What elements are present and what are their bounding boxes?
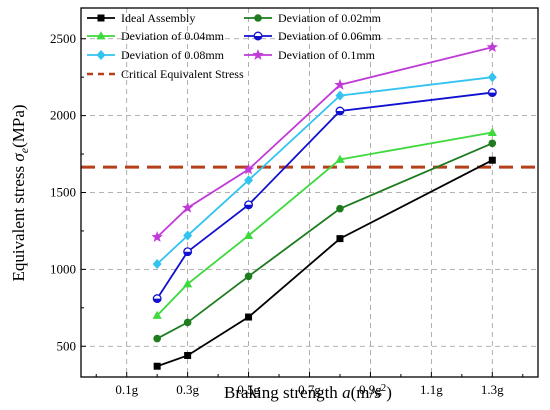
data-point <box>183 318 192 327</box>
data-point <box>183 230 193 241</box>
legend-item: Critical Equivalent Stress <box>87 67 244 81</box>
y-axis-title-symbol: σ <box>9 153 28 162</box>
data-point <box>335 106 345 116</box>
axis-ticks: 0.1g 0.3g 0.5g 0.7g 0.9g 1.1g 1.3g 500 1000 1500 2… <box>50 31 524 397</box>
legend-marker <box>252 49 264 60</box>
data-point <box>488 139 497 148</box>
x-tick-label: 0.1g <box>115 382 138 397</box>
data-point <box>181 201 194 213</box>
data-point <box>152 294 162 304</box>
data-point <box>336 235 344 243</box>
x-tick-label: 0.9g <box>359 382 382 397</box>
marker-fill <box>488 92 497 97</box>
series-5 <box>151 41 499 242</box>
x-tick-label: 1.1g <box>420 382 443 397</box>
legend-label: Deviation of 0.02mm <box>278 11 382 25</box>
y-axis-title: Equivalent stress σe(MPa) <box>9 104 31 281</box>
data-point <box>487 127 497 136</box>
y-tick-label: 1500 <box>50 185 76 200</box>
legend-item: Deviation of 0.08mm <box>87 48 225 62</box>
legend-item: Deviation of 0.06mm <box>244 29 382 43</box>
x-axis-title-unit-superscript: 2 <box>381 382 387 394</box>
legend-label: Deviation of 0.08mm <box>121 48 225 62</box>
legend: Ideal Assembly Deviation of 0.02mm Deviati… <box>87 11 382 81</box>
data-point <box>487 72 497 83</box>
x-axis-title-unit: (m/s <box>351 383 381 402</box>
series-3 <box>152 88 497 304</box>
data-point <box>184 351 192 359</box>
data-point <box>244 200 254 210</box>
x-axis-title-symbol: a <box>342 383 351 402</box>
data-point <box>183 247 193 257</box>
legend-marker <box>253 31 263 41</box>
data-point <box>334 78 346 90</box>
legend-marker <box>96 31 106 40</box>
x-tick-label: 0.7g <box>298 382 321 397</box>
data-point <box>243 230 254 239</box>
marker-fill <box>183 251 192 256</box>
y-tick-label: 500 <box>57 338 77 353</box>
legend-label: Deviation of 0.1mm <box>278 48 376 62</box>
data-point <box>244 272 253 281</box>
marker-fill <box>153 298 161 303</box>
data-point <box>183 279 193 288</box>
y-tick-label: 2500 <box>50 31 76 46</box>
series-0 <box>153 156 496 370</box>
data-point <box>336 204 344 213</box>
data-point <box>335 90 345 101</box>
series-2 <box>152 127 497 319</box>
y-axis-title-prefix: Equivalent stress <box>9 162 28 282</box>
grid-lines <box>81 8 538 377</box>
x-tick-label: 1.3g <box>481 382 504 397</box>
data-point <box>244 175 254 186</box>
data-point <box>245 313 253 321</box>
legend-item: Deviation of 0.04mm <box>87 29 225 43</box>
data-point <box>488 156 496 164</box>
legend-label: Critical Equivalent Stress <box>121 67 244 81</box>
data-point <box>153 362 161 370</box>
marker-fill <box>254 36 262 40</box>
y-axis-title-subscript: e <box>17 147 31 153</box>
y-tick-label: 2000 <box>50 108 76 123</box>
data-point <box>152 258 162 269</box>
data-point <box>153 334 161 343</box>
x-tick-label: 0.3g <box>176 382 199 397</box>
series-4 <box>152 72 497 269</box>
legend-marker <box>254 14 262 22</box>
y-tick-label: 1000 <box>50 261 76 276</box>
series-1 <box>153 139 497 343</box>
legend-label: Deviation of 0.06mm <box>278 29 382 43</box>
legend-label: Ideal Assembly <box>121 11 195 25</box>
x-tick-label: 0.5g <box>237 382 260 397</box>
data-point <box>242 163 255 175</box>
data-point <box>152 310 162 319</box>
legend-item: Deviation of 0.1mm <box>244 48 376 62</box>
legend-label: Deviation of 0.04mm <box>121 29 225 43</box>
data-point <box>151 231 163 242</box>
data-point <box>486 41 499 53</box>
y-axis-title-unit: (MPa) <box>9 104 28 147</box>
series-group <box>151 41 499 370</box>
x-axis-title-unit-end: ) <box>386 383 392 402</box>
legend-marker <box>97 14 105 22</box>
data-point <box>487 88 497 98</box>
x-axis-title-prefix: Braking strength <box>224 383 342 402</box>
legend-item: Deviation of 0.02mm <box>244 11 382 25</box>
data-point <box>335 154 345 163</box>
marker-fill <box>244 204 253 209</box>
legend-item: Ideal Assembly <box>87 11 195 25</box>
x-axis-title: Braking strength a(m/s2) <box>224 382 392 402</box>
marker-fill <box>336 111 344 115</box>
legend-marker <box>96 50 106 60</box>
